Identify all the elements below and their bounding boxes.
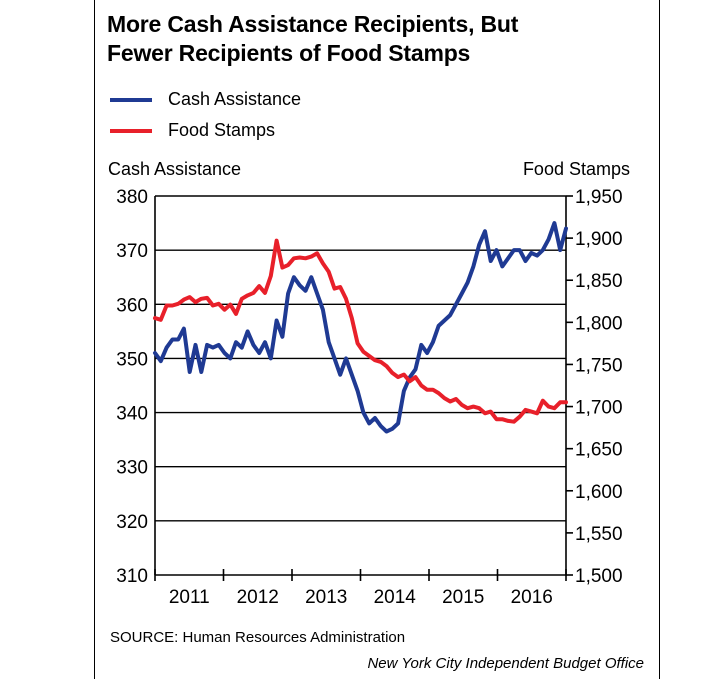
left-tick-label-330: 330 <box>116 458 148 479</box>
right-tick-label-1,550: 1,550 <box>575 524 623 545</box>
legend-label-food-stamps: Food Stamps <box>168 120 276 140</box>
x-tick-label-2016: 2016 <box>511 587 553 608</box>
x-tick-label-2014: 2014 <box>374 587 417 608</box>
source-note: SOURCE: Human Resources Administration <box>110 629 406 646</box>
right-tick-label-1,850: 1,850 <box>575 271 623 292</box>
right-tick-label-1,900: 1,900 <box>575 229 623 250</box>
x-tick-label-2012: 2012 <box>237 587 279 608</box>
credit-note: New York City Independent Budget Office <box>367 655 644 672</box>
right-tick-label-1,700: 1,700 <box>575 398 623 419</box>
right-tick-label-1,950: 1,950 <box>575 187 623 208</box>
left-tick-label-320: 320 <box>116 512 148 533</box>
left-tick-label-310: 310 <box>116 566 148 587</box>
left-tick-label-360: 360 <box>116 295 148 316</box>
x-tick-label-2015: 2015 <box>442 587 484 608</box>
left-tick-label-380: 380 <box>116 187 148 208</box>
right-axis-title: Food Stamps <box>522 159 630 179</box>
series-line-food-stamps <box>153 238 568 424</box>
right-tick-label-1,800: 1,800 <box>575 313 623 334</box>
left-axis-title: Cash Assistance <box>108 159 242 179</box>
x-tick-label-2011: 2011 <box>169 587 210 608</box>
x-tick-label-2013: 2013 <box>305 587 347 608</box>
legend-swatch-food-stamps <box>110 129 152 133</box>
chart-title-line-1: More Cash Assistance Recipients, But <box>107 11 519 37</box>
chart-title: More Cash Assistance Recipients, But Few… <box>107 10 627 68</box>
left-tick-label-340: 340 <box>116 404 148 425</box>
figure-frame <box>94 0 660 679</box>
right-tick-label-1,600: 1,600 <box>575 482 623 503</box>
legend-label-cash-assistance: Cash Assistance <box>168 89 302 109</box>
left-tick-label-370: 370 <box>116 241 148 262</box>
right-tick-label-1,750: 1,750 <box>575 355 623 376</box>
right-tick-label-1,500: 1,500 <box>575 566 623 587</box>
series-line-cash-assistance <box>153 221 568 434</box>
legend-swatch-cash-assistance <box>110 98 152 102</box>
left-tick-label-350: 350 <box>116 349 148 370</box>
chart-title-line-2: Fewer Recipients of Food Stamps <box>107 40 471 66</box>
right-tick-label-1,650: 1,650 <box>575 440 623 461</box>
